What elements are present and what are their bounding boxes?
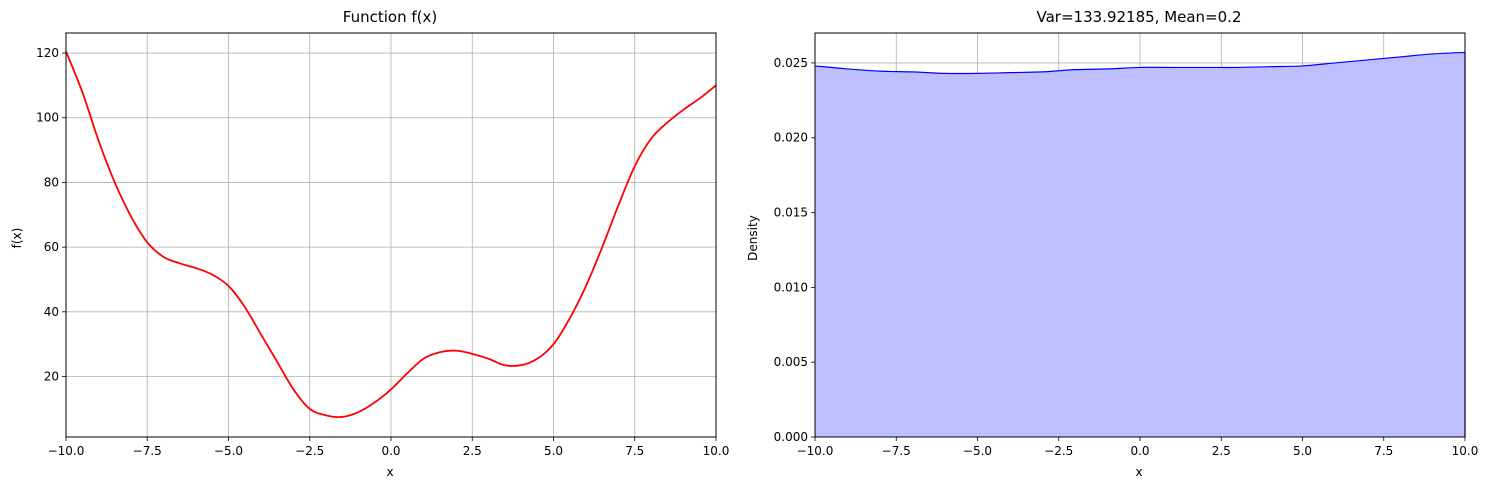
- x-tick-label: 7.5: [625, 444, 644, 458]
- x-tick-label: 0.0: [1130, 444, 1149, 458]
- plot-area: [65, 51, 717, 419]
- function-chart: −10.0 −7.5 −5.0 −2.5 0.0 2.5 5.0 7.5 10.0 20 40 60 8…: [10, 8, 729, 479]
- x-tick-label: 0.0: [381, 444, 400, 458]
- x-tick-label: 10.0: [703, 444, 730, 458]
- x-tick-label: −7.5: [882, 444, 911, 458]
- x-axis-label: x: [386, 465, 393, 479]
- y-tick-label: 0.020: [774, 131, 808, 145]
- density-chart: −10.0 −7.5 −5.0 −2.5 0.0 2.5 5.0 7.5 10.0 0.000 0.…: [746, 8, 1478, 479]
- plot-area: [814, 51, 1466, 438]
- x-tick-label: −10.0: [797, 444, 834, 458]
- x-tick-label: 2.5: [463, 444, 482, 458]
- x-axis-label: x: [1135, 465, 1142, 479]
- y-tick-label: 60: [44, 240, 59, 254]
- x-tick-label: −2.5: [295, 444, 324, 458]
- x-tick-label: −5.0: [963, 444, 992, 458]
- x-tick-label: −2.5: [1044, 444, 1073, 458]
- y-tick-label: 0.025: [774, 56, 808, 70]
- x-tick-label: 5.0: [1293, 444, 1312, 458]
- series-line: [65, 51, 717, 419]
- y-tick-label: 0.015: [774, 206, 808, 220]
- y-axis-label: f(x): [10, 228, 24, 249]
- y-axis-label: Density: [746, 215, 760, 261]
- x-tick-label: −5.0: [214, 444, 243, 458]
- chart-title: Function f(x): [343, 8, 437, 26]
- x-tick-label: −10.0: [48, 444, 85, 458]
- x-tick-label: −7.5: [133, 444, 162, 458]
- x-tick-label: 10.0: [1452, 444, 1479, 458]
- y-tick-label: 0.005: [774, 355, 808, 369]
- y-tick-label: 100: [36, 111, 59, 125]
- x-tick-label: 7.5: [1374, 444, 1393, 458]
- y-tick-label: 120: [36, 46, 59, 60]
- chart-title: Var=133.92185, Mean=0.2: [1037, 8, 1242, 26]
- axes-frame: [65, 32, 717, 438]
- x-tick-label: 5.0: [544, 444, 563, 458]
- y-tick-label: 20: [44, 370, 59, 384]
- x-tick-label: 2.5: [1212, 444, 1231, 458]
- axes-frame: [814, 32, 1466, 438]
- y-tick-label: 80: [44, 175, 59, 189]
- y-tick-label: 0.010: [774, 280, 808, 294]
- axis-ticks: −10.0 −7.5 −5.0 −2.5 0.0 2.5 5.0 7.5 10.0 0.000 0.…: [774, 56, 1479, 458]
- axis-ticks: −10.0 −7.5 −5.0 −2.5 0.0 2.5 5.0 7.5 10.0 20 40 60 8…: [36, 46, 729, 458]
- density-line: [814, 51, 1466, 75]
- y-tick-label: 40: [44, 305, 59, 319]
- density-area-fill: [815, 52, 1465, 438]
- y-tick-label: 0.000: [774, 430, 808, 444]
